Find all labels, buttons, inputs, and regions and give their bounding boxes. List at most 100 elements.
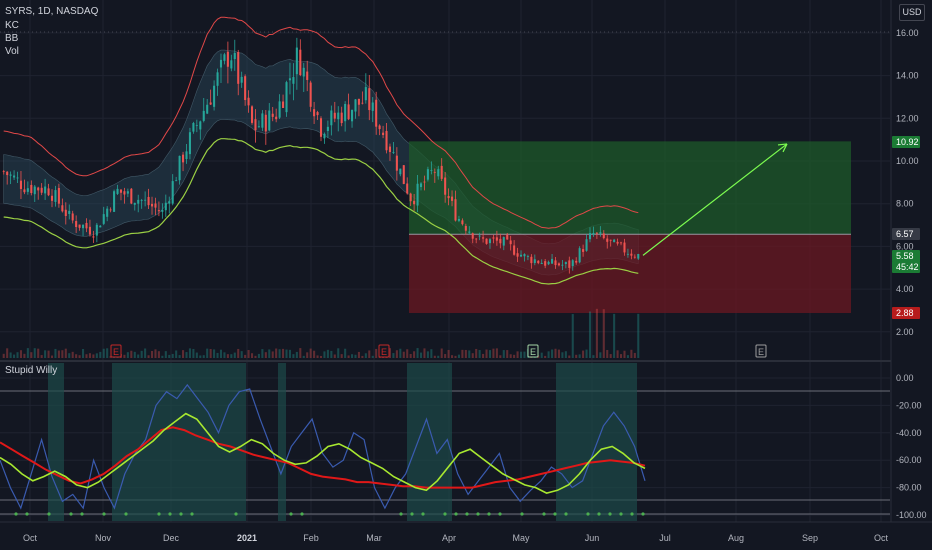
candle-body [95,224,98,236]
price-tick-label: 10.00 [896,156,919,166]
osc-green-line [0,412,646,494]
oscillator-title[interactable]: Stupid Willy [5,365,58,376]
candle-body [223,54,226,61]
candle-body [68,210,71,214]
candle-body [168,201,171,204]
osc-signal-dot [300,512,304,516]
candle-body [37,187,40,191]
volume-bar [637,313,640,358]
candle-body [309,82,312,107]
arrow-head[interactable] [777,143,788,153]
volume-bar [50,355,54,358]
candle-body [482,237,485,239]
earnings-marker[interactable] [110,344,122,358]
volume-bar [375,348,378,358]
volume-bar [430,349,433,358]
osc-blue-line [0,383,646,510]
volume-bar [292,354,295,358]
candle-body [444,177,447,195]
time-tick-label: May [512,533,530,543]
volume-bar [313,350,316,358]
volume-bar [468,350,471,358]
time-tick-label: Dec [163,533,180,543]
volume-bar [99,351,102,358]
symbol-title[interactable]: SYRS, 1D, NASDAQ [5,6,99,17]
volume-bar [61,350,64,358]
currency-button[interactable]: USD [899,4,925,21]
earnings-marker[interactable] [378,344,390,358]
volume-bar [23,353,26,358]
arrow-line[interactable] [642,143,788,256]
profit-zone[interactable] [409,141,851,235]
earnings-marker[interactable] [527,344,539,358]
projection-arrow[interactable] [642,143,788,256]
candle-body [19,180,23,189]
osc-signal-dot [410,512,414,516]
candle-body [306,71,309,80]
volume-bar [585,349,588,358]
osc-signal-dot [421,512,425,516]
osc-signal-dot [498,512,502,516]
time-tick-label: Oct [874,533,889,543]
osc-signal-dot [608,512,612,516]
volume-bar [244,354,247,358]
candle-body [171,181,174,204]
volume-bar [416,348,419,358]
price-tick-label: 2.00 [896,327,914,337]
time-axis-background [0,523,932,550]
volume-bar [602,309,605,358]
volume-bar [492,348,495,358]
volume-bar [513,354,516,358]
price-label-text: 10.92 [896,137,919,147]
volume-bar [368,350,371,358]
volume-bar [571,314,574,358]
candle-body [47,188,50,196]
earnings-marker[interactable] [755,344,767,358]
candle-body [533,259,536,264]
candle-body [237,52,240,84]
candle-body [516,253,519,257]
volume-bar [595,308,598,358]
volume-bar [102,348,105,358]
long-position-zones[interactable] [409,141,851,314]
volume-bar [561,352,564,358]
candle-body [513,245,516,255]
time-tick-label: Aug [728,533,744,543]
osc-signal-dot [619,512,623,516]
indicator-kc-label[interactable]: KC [5,20,19,31]
osc-signal-dot [234,512,238,516]
candle-body [288,78,291,81]
volume-bar [630,349,633,358]
price-tick-label: 12.00 [896,113,919,123]
osc-highlight-band [112,363,246,521]
loss-zone[interactable] [409,234,851,314]
candle-body [192,123,195,132]
candle-body [316,112,319,116]
volume-bar [288,349,291,358]
volume-bar [75,354,78,358]
candle-body [354,99,357,112]
osc-signal-dot [564,512,568,516]
candle-body [185,151,188,160]
osc-signal-dot [69,512,73,516]
candle-body [85,222,88,229]
indicator-bb-label[interactable]: BB [5,33,19,44]
candle-body [623,242,626,253]
volume-bar [133,351,136,358]
candle-body [302,67,305,77]
volume-bar [109,355,112,358]
candle-body [140,200,143,201]
candle-body [502,237,505,246]
indicator-vol-label[interactable]: Vol [5,46,19,57]
candle-body [416,183,419,206]
volume-bar [344,348,347,358]
candle-body [33,186,36,195]
volume-bar [395,350,398,358]
candle-body [50,195,54,201]
candle-body [595,232,598,234]
osc-signal-dot [14,512,18,516]
volume-bar [254,355,257,358]
volume-bar [457,354,460,358]
